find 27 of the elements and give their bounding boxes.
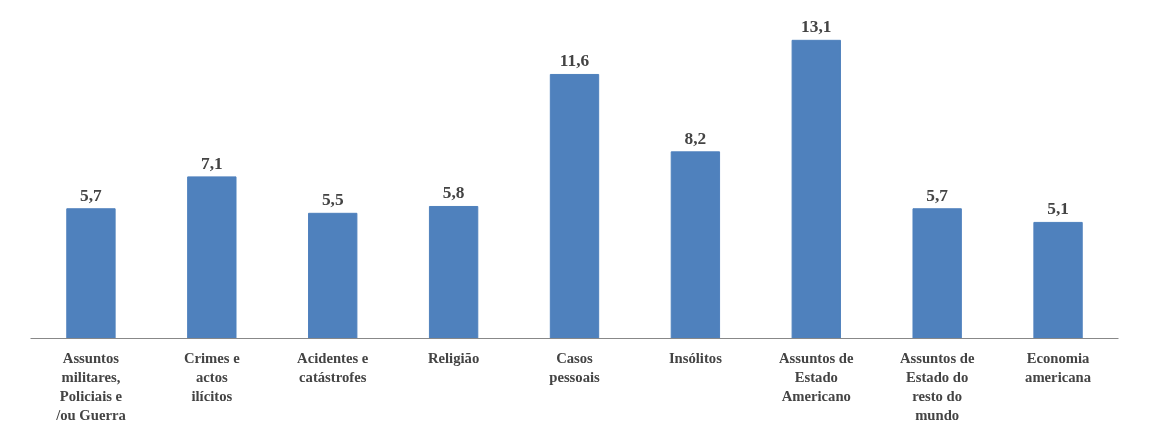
bar xyxy=(308,212,358,339)
data-label: 7,1 xyxy=(201,153,223,173)
data-label: 5,7 xyxy=(926,185,949,205)
data-label: 5,8 xyxy=(442,183,465,203)
data-label: 13,1 xyxy=(801,17,832,37)
x-tick-label: Religião xyxy=(427,349,480,366)
data-label: 5,7 xyxy=(80,185,103,205)
x-tick-label: Casos pessoais xyxy=(549,349,601,385)
x-tick-label: Acidentes e catástrofes xyxy=(297,349,369,385)
data-label: 5,5 xyxy=(321,190,344,210)
bar xyxy=(66,208,116,339)
bar xyxy=(1033,221,1083,339)
x-tick-label: Crimes e actos ilícitos xyxy=(183,349,241,404)
x-tick-label: Insólitos xyxy=(668,349,723,366)
data-label: 8,2 xyxy=(684,128,707,148)
bar xyxy=(670,151,721,339)
x-tick-label: Economia americana xyxy=(1025,349,1092,385)
bar xyxy=(187,176,237,339)
bar xyxy=(912,208,962,339)
x-tick-label: Assuntos de Estado Americano xyxy=(779,349,855,404)
data-label: 5,1 xyxy=(1047,199,1069,219)
x-tick-label: Assuntos de Estado do resto do mundo xyxy=(899,349,975,424)
bar xyxy=(791,39,841,339)
bar xyxy=(549,73,600,339)
x-tick-label: Assuntos militares, Policiais e /ou Guerra xyxy=(55,349,127,424)
data-label: 11,6 xyxy=(559,51,590,71)
bar xyxy=(428,205,479,339)
